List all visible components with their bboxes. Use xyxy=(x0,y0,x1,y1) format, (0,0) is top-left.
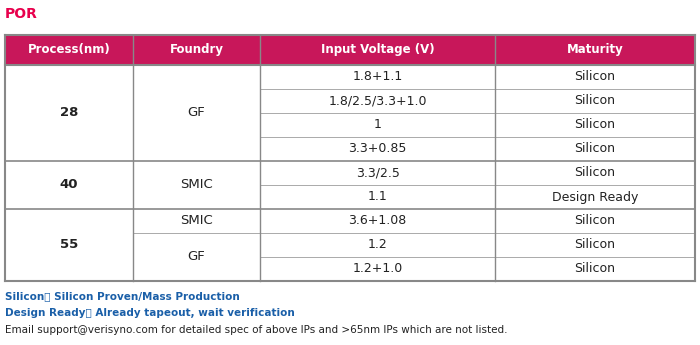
Text: 1.2: 1.2 xyxy=(368,238,388,252)
Text: Input Voltage (V): Input Voltage (V) xyxy=(321,43,435,57)
Text: SMIC: SMIC xyxy=(180,178,213,191)
Text: 3.3+0.85: 3.3+0.85 xyxy=(349,142,407,156)
Text: Silicon: Silicon xyxy=(575,167,615,179)
Text: 40: 40 xyxy=(60,178,78,191)
Text: Silicon: Silicon xyxy=(575,215,615,227)
Text: Process(nm): Process(nm) xyxy=(27,43,110,57)
Text: 3.6+1.08: 3.6+1.08 xyxy=(349,215,407,227)
Text: 1.2+1.0: 1.2+1.0 xyxy=(353,263,402,276)
Text: 1.8+1.1: 1.8+1.1 xyxy=(353,70,402,83)
Text: Silicon: Silicon xyxy=(575,118,615,131)
Text: Silicon: Silicon xyxy=(575,95,615,108)
Text: 1.1: 1.1 xyxy=(368,190,388,204)
Text: Email support@verisyno.com for detailed spec of above IPs and >65nm IPs which ar: Email support@verisyno.com for detailed … xyxy=(5,325,507,335)
Text: Silicon: Silicon xyxy=(575,142,615,156)
Text: Silicon: Silicon xyxy=(575,70,615,83)
Text: GF: GF xyxy=(188,107,205,119)
Bar xyxy=(5,35,695,65)
Text: POR: POR xyxy=(5,7,38,21)
Text: Maturity: Maturity xyxy=(566,43,623,57)
Text: 1.8/2.5/3.3+1.0: 1.8/2.5/3.3+1.0 xyxy=(328,95,427,108)
Text: 3.3/2.5: 3.3/2.5 xyxy=(356,167,400,179)
Text: 28: 28 xyxy=(60,107,78,119)
Text: SMIC: SMIC xyxy=(180,215,213,227)
Text: Design Ready: Design Ready xyxy=(552,190,638,204)
Text: 55: 55 xyxy=(60,238,78,252)
Text: Foundry: Foundry xyxy=(169,43,223,57)
Text: Silicon: Silicon xyxy=(575,263,615,276)
Text: Silicon： Silicon Proven/Mass Production: Silicon： Silicon Proven/Mass Production xyxy=(5,291,239,301)
Text: Silicon: Silicon xyxy=(575,238,615,252)
Text: Design Ready： Already tapeout, wait verification: Design Ready： Already tapeout, wait veri… xyxy=(5,308,295,318)
Bar xyxy=(5,65,695,281)
Text: 1: 1 xyxy=(374,118,382,131)
Text: GF: GF xyxy=(188,250,205,264)
